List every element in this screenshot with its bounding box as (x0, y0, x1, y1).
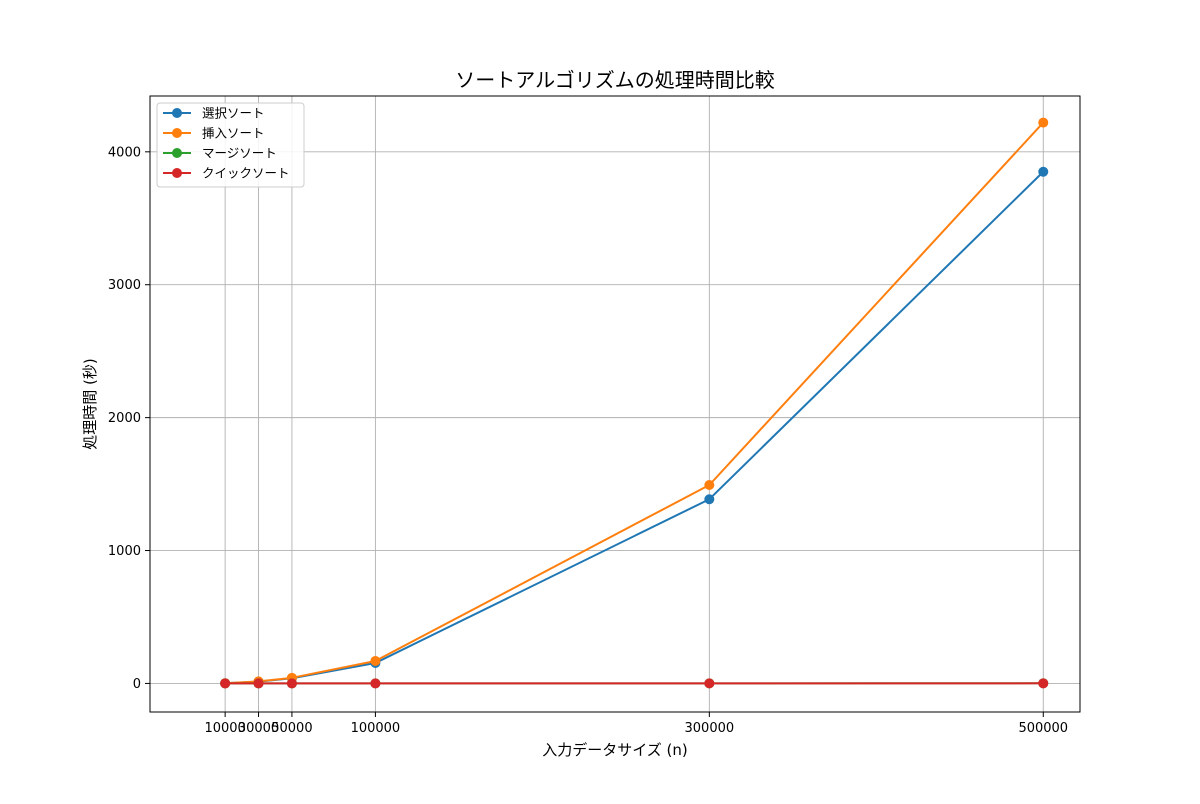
legend-label: クイックソート (202, 166, 290, 181)
legend-swatch-marker (172, 168, 182, 178)
y-tick-label: 1000 (108, 544, 141, 559)
data-point (704, 480, 714, 490)
legend-swatch-marker (172, 128, 182, 138)
y-tick-label: 2000 (108, 411, 141, 426)
data-point (287, 678, 297, 688)
x-tick-label: 100000 (351, 721, 401, 736)
x-tick-label: 300000 (685, 721, 735, 736)
data-point (1038, 118, 1048, 128)
legend-swatch-marker (172, 148, 182, 158)
data-point (704, 494, 714, 504)
data-point (370, 656, 380, 666)
data-point (704, 678, 714, 688)
x-tick-label: 500000 (1018, 721, 1068, 736)
legend-label: 挿入ソート (202, 126, 265, 141)
y-tick-label: 4000 (108, 145, 141, 160)
legend-swatch-marker (172, 108, 182, 118)
chart-title: ソートアルゴリズムの処理時間比較 (455, 68, 774, 92)
data-point (370, 678, 380, 688)
x-axis-label: 入力データサイズ (n) (542, 741, 688, 759)
data-point (220, 678, 230, 688)
data-point (254, 678, 264, 688)
legend-label: 選択ソート (202, 106, 265, 121)
y-axis-label: 処理時間 (秒) (81, 358, 99, 449)
y-tick-label: 0 (133, 677, 141, 692)
y-tick-label: 3000 (108, 278, 141, 293)
data-point (1038, 678, 1048, 688)
legend-label: マージソート (202, 146, 277, 161)
x-tick-label: 50000 (271, 721, 312, 736)
data-point (1038, 167, 1048, 177)
